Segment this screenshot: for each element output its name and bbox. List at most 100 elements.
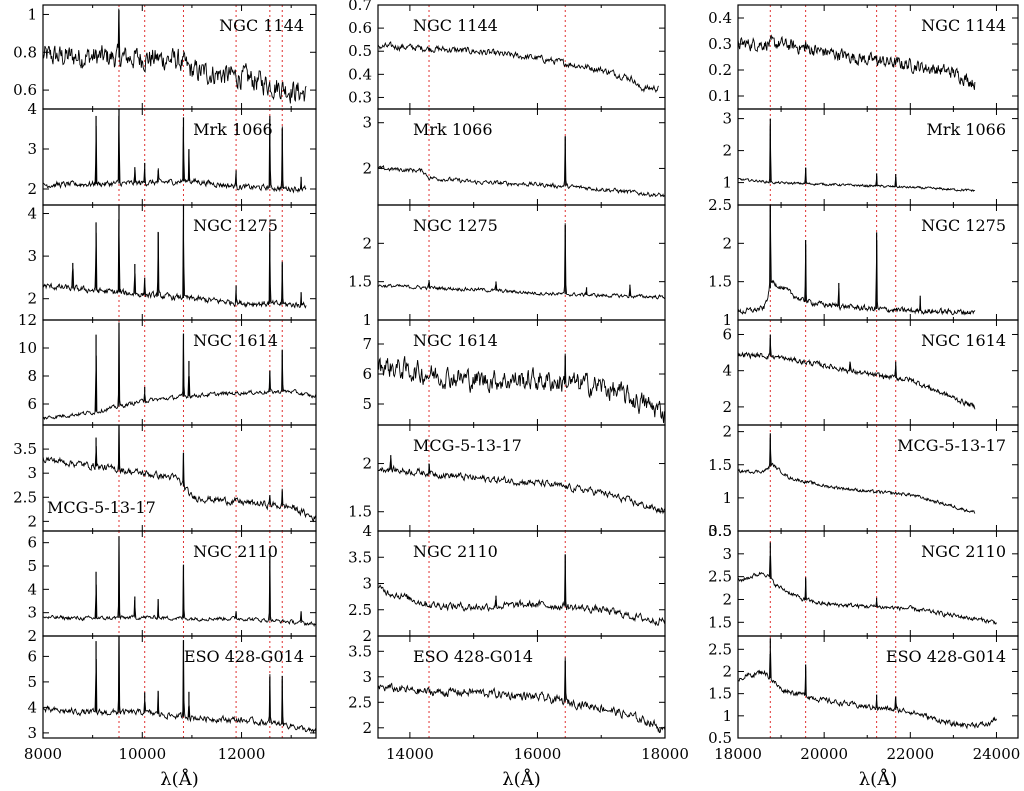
x-tick-label: 24000	[973, 745, 1021, 763]
y-tick-label: 2	[722, 398, 732, 416]
galaxy-label: Mrk 1066	[413, 120, 493, 139]
x-axis-title: λ(Å)	[859, 768, 897, 790]
y-tick-label: 0.8	[13, 43, 37, 61]
panel-6-0: 3 4 5 6 ESO 428-G014	[27, 635, 317, 742]
galaxy-label: ESO 428-G014	[886, 647, 1006, 666]
y-tick-label: 2.5	[708, 640, 732, 658]
panel-5-2: 1.5 2 2.5 3 3.5 NGC 2110	[708, 522, 1019, 637]
panel-3-1: 5 6 7 NGC 1614	[362, 319, 666, 426]
galaxy-label: NGC 2110	[413, 542, 498, 561]
y-tick-label: 2	[27, 627, 37, 645]
y-tick-label: 0.6	[13, 81, 37, 99]
panel-4-0: 2 2.5 3 3.5 MCG-5-13-17	[13, 424, 317, 532]
y-tick-label: 6	[722, 325, 732, 343]
galaxy-label: MCG-5-13-17	[413, 436, 522, 455]
y-tick-label: 2	[362, 234, 372, 252]
y-tick-label: 0.3	[348, 88, 372, 106]
y-tick-label: 2	[362, 719, 372, 737]
y-tick-label: 2	[362, 627, 372, 645]
y-tick-label: 1	[27, 5, 37, 23]
galaxy-label: NGC 1275	[413, 216, 498, 235]
x-tick-label: 20000	[800, 745, 848, 763]
galaxy-label: Mrk 1066	[193, 120, 273, 139]
y-tick-label: 2	[362, 455, 372, 473]
spectrum-line	[738, 652, 997, 730]
galaxy-label: NGC 1144	[921, 16, 1006, 35]
y-tick-label: 2	[722, 662, 732, 680]
panel-frame	[377, 635, 666, 739]
galaxy-label: ESO 428-G014	[184, 647, 304, 666]
spectrum-line	[738, 555, 997, 625]
y-tick-label: 1	[722, 311, 732, 329]
galaxy-label: NGC 1144	[413, 16, 498, 35]
y-tick-label: 2	[722, 142, 732, 160]
y-tick-label: 3	[27, 140, 37, 158]
spectrum-line	[378, 136, 665, 198]
y-tick-label: 0.7	[348, 0, 372, 14]
panel-2-2: 1 1.5 2 2.5 NGC 1275	[708, 196, 1019, 329]
galaxy-label: MCG-5-13-17	[47, 498, 156, 517]
y-tick-label: 8	[27, 367, 37, 385]
y-tick-label: 2	[27, 512, 37, 530]
y-tick-label: 1.5	[708, 685, 732, 703]
y-tick-label: 5	[362, 395, 372, 413]
y-tick-label: 3	[27, 247, 37, 265]
panel-5-0: 2 3 4 5 6 NGC 2110	[27, 530, 317, 645]
spectrum-line	[43, 219, 307, 309]
panel-0-2: 0.1 0.2 0.3 0.4 NGC 1144	[708, 4, 1019, 110]
y-tick-label: 1	[722, 489, 732, 507]
y-tick-label: 3.5	[348, 548, 372, 566]
galaxy-label: NGC 1275	[921, 216, 1006, 235]
spectrum-line	[43, 536, 316, 627]
galaxy-label: NGC 1614	[193, 331, 278, 350]
spectrum-line	[378, 41, 659, 93]
y-tick-label: 1.5	[708, 273, 732, 291]
panel-6-2: 0.5 1 1.5 2 2.5 ESO 428-G014	[708, 635, 1019, 747]
galaxy-label: ESO 428-G014	[413, 647, 533, 666]
y-tick-label: 4	[27, 698, 37, 716]
galaxy-label: MCG-5-13-17	[897, 436, 1006, 455]
y-tick-label: 12	[18, 311, 37, 329]
x-tick-label: 22000	[886, 745, 934, 763]
y-tick-label: 3	[362, 575, 372, 593]
spectrum-line	[738, 437, 976, 514]
y-tick-label: 2.5	[708, 196, 732, 214]
spectrum-line	[738, 337, 976, 410]
y-tick-label: 1	[362, 311, 372, 329]
y-tick-label: 3	[27, 604, 37, 622]
spectrum-line	[43, 8, 307, 104]
y-tick-label: 1.5	[348, 273, 372, 291]
y-tick-label: 4	[27, 205, 37, 223]
y-tick-label: 0.4	[348, 65, 372, 83]
panel-3-0: 6 8 10 12 NGC 1614	[18, 311, 317, 426]
y-tick-label: 0.5	[708, 522, 732, 540]
y-tick-label: 0.2	[708, 61, 732, 79]
y-tick-label: 3	[722, 545, 732, 563]
y-tick-label: 3.5	[348, 642, 372, 660]
galaxy-label: Mrk 1066	[926, 120, 1006, 139]
x-tick-label: 18000	[714, 745, 762, 763]
y-tick-label: 4	[27, 100, 37, 118]
galaxy-label: NGC 1614	[921, 331, 1006, 350]
y-tick-label: 2.5	[708, 568, 732, 586]
y-tick-label: 7	[362, 335, 372, 353]
galaxy-label: NGC 2110	[193, 542, 278, 561]
spectrum-line	[378, 554, 665, 627]
x-axis-title: λ(Å)	[502, 768, 540, 790]
spectrum-line	[378, 458, 665, 515]
y-tick-label: 3	[362, 114, 372, 132]
panel-4-2: 0.5 1 1.5 2 MCG-5-13-17	[708, 423, 1019, 540]
panel-1-1: 2 3 Mrk 1066	[362, 108, 666, 206]
galaxy-label: NGC 1144	[219, 16, 304, 35]
spectrum-line	[378, 353, 665, 424]
y-tick-label: 3	[722, 110, 732, 128]
y-tick-label: 2.5	[13, 488, 37, 506]
y-tick-label: 10	[18, 339, 37, 357]
spectrum-line	[43, 322, 316, 421]
y-tick-label: 1.5	[348, 503, 372, 521]
y-tick-label: 5	[27, 557, 37, 575]
y-tick-label: 2	[27, 180, 37, 198]
y-tick-label: 3	[27, 464, 37, 482]
panel-3-2: 2 4 6 NGC 1614	[722, 319, 1019, 426]
